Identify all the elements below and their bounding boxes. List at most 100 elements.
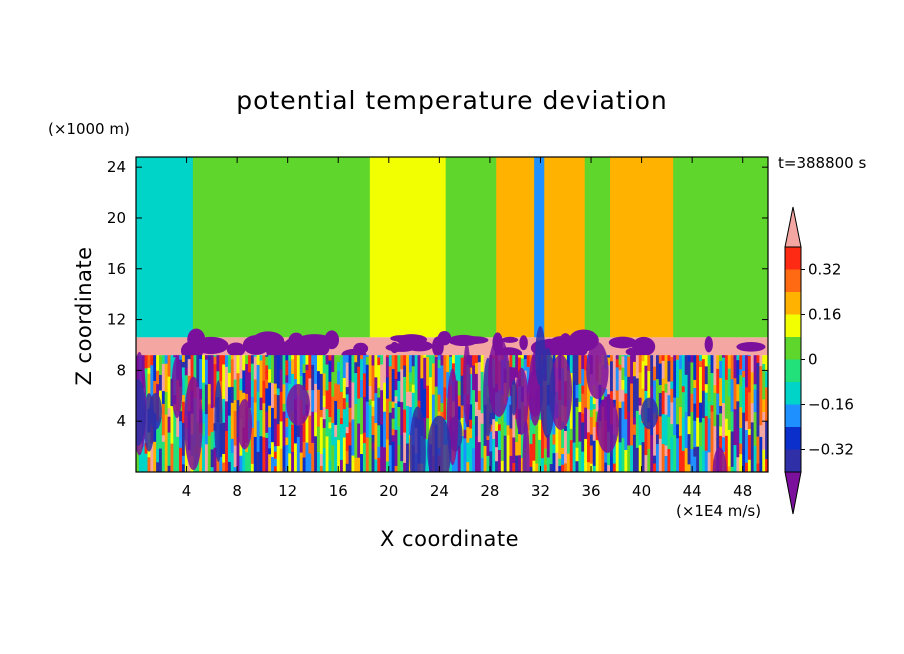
turbulence-cell — [207, 359, 212, 385]
turbulence-cell — [747, 355, 752, 393]
turbulence-cell — [670, 388, 674, 403]
turbulence-cell — [762, 355, 766, 365]
turbulence-cell — [578, 355, 583, 367]
turbulence-cell — [701, 355, 706, 360]
colorbar-swatch — [785, 382, 801, 405]
turbulence-cell — [632, 388, 637, 418]
turbulence-cell — [394, 378, 399, 391]
turbulence-cell — [713, 425, 718, 460]
turbulence-cell — [589, 409, 594, 418]
turbulence-cell — [282, 355, 287, 385]
turbulence-cell — [348, 407, 353, 423]
turbulence-cell — [204, 359, 209, 385]
turbulence-cell — [288, 355, 292, 361]
turbulence-cell — [589, 434, 594, 446]
turbulence-cell — [699, 355, 703, 361]
colorbar-swatch — [785, 427, 801, 450]
turbulence-cell — [474, 401, 479, 417]
turbulence-cell — [684, 374, 689, 413]
plume — [149, 393, 162, 430]
turbulence-cell — [170, 355, 175, 379]
turbulence-cell — [509, 355, 514, 367]
turbulence-cell — [406, 391, 410, 406]
plume — [549, 354, 573, 430]
turbulence-cell — [664, 383, 669, 393]
turbulence-cell — [610, 355, 614, 362]
turbulence-cell — [696, 383, 700, 418]
turbulence-cell — [687, 415, 692, 435]
turbulence-cell — [302, 355, 307, 365]
turbulence-cell — [469, 428, 473, 439]
turbulence-cell — [610, 374, 614, 392]
turbulence-cell — [733, 355, 738, 379]
turbulence-cell — [460, 385, 465, 406]
turbulence-cell — [302, 457, 307, 472]
turbulence-cell — [351, 455, 356, 472]
turbulence-cell — [414, 355, 419, 390]
turbulence-cell — [495, 430, 499, 448]
turbulence-cell — [497, 417, 502, 425]
turbulence-cell — [615, 355, 620, 360]
turbulence-cell — [437, 367, 442, 374]
turbulence-cell — [759, 391, 764, 426]
turbulence-cell — [179, 410, 183, 422]
turbulence-cell — [747, 355, 752, 356]
turbulence-cell — [400, 434, 404, 462]
turbulence-cell — [311, 442, 315, 472]
turbulence-cell — [546, 456, 551, 472]
turbulence-cell — [655, 355, 660, 380]
turbulence-cell — [693, 403, 697, 421]
turbulence-cell — [730, 411, 735, 432]
turbulence-cell — [144, 355, 149, 369]
turbulence-cell — [394, 355, 399, 379]
turbulence-cell — [225, 457, 229, 472]
turbulence-cell — [265, 387, 269, 412]
plume — [712, 447, 727, 472]
turbulence-cell — [265, 432, 269, 438]
turbulence-cell — [678, 368, 683, 407]
upper-column — [136, 157, 194, 338]
turbulence-cell — [207, 383, 212, 405]
turbulence-cell — [348, 444, 353, 472]
turbulence-cell — [322, 355, 327, 374]
turbulence-cell — [753, 445, 758, 472]
turbulence-cell — [365, 364, 370, 402]
turbulence-cell — [273, 383, 278, 395]
turbulence-cell — [647, 355, 652, 372]
turbulence-cell — [658, 415, 663, 439]
turbulence-cell — [383, 411, 387, 448]
turbulence-cell — [589, 445, 594, 464]
turbulence-cell — [492, 438, 496, 472]
turbulence-cell — [684, 355, 689, 375]
turbulence-cell — [296, 436, 301, 472]
turbulence-cell — [638, 444, 643, 472]
x-tick-label: 48 — [733, 482, 752, 500]
turbulence-cell — [319, 465, 324, 472]
turbulence-cell — [374, 376, 379, 394]
turbulence-cell — [282, 466, 287, 472]
turbulence-cell — [161, 403, 166, 436]
turbulence-cell — [374, 355, 379, 378]
turbulence-cell — [368, 437, 373, 472]
turbulence-cell — [242, 446, 246, 472]
turbulence-cell — [472, 365, 476, 391]
turbulence-cell — [658, 384, 663, 393]
turbulence-cell — [385, 439, 390, 462]
x-tick-label: 24 — [430, 482, 449, 500]
turbulence-cell — [463, 437, 468, 472]
turbulence-cell — [739, 368, 743, 376]
turbulence-cell — [357, 355, 361, 367]
turbulence-cell — [546, 433, 551, 458]
turbulence-cell — [362, 432, 367, 444]
turbulence-cell — [503, 435, 508, 472]
turbulence-cell — [472, 424, 476, 449]
turbulence-cell — [273, 458, 278, 467]
turbulence-cell — [164, 363, 169, 392]
turbulence-cell — [216, 456, 221, 472]
turbulence-cell — [621, 437, 626, 472]
turbulence-cell — [328, 460, 333, 472]
turbulence-cell — [391, 407, 396, 419]
turbulence-cell — [724, 435, 729, 472]
turbulence-cell — [204, 355, 209, 360]
turbulence-cell — [592, 465, 597, 472]
